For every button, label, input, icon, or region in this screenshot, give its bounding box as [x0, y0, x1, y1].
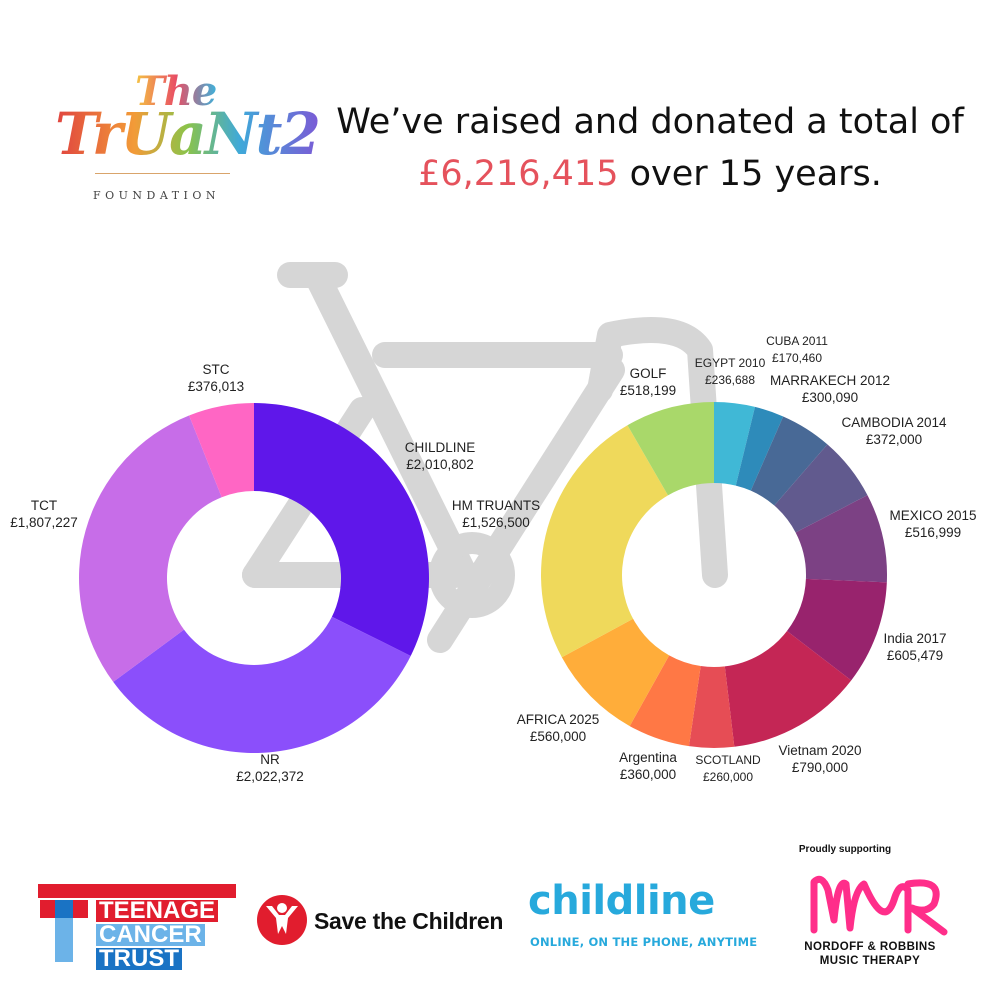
events-label-india-2017-name: India 2017 — [883, 631, 946, 646]
charities-slice-stc — [189, 403, 254, 498]
events-label-scotland-value: £260,000 — [703, 770, 753, 784]
events-label-hm-truants-value: £1,526,500 — [462, 515, 530, 530]
events-slice-argentina — [629, 655, 701, 747]
events-slice-cambodia-2014 — [774, 444, 868, 533]
headline-amount: £6,216,415 — [418, 154, 619, 194]
tct-word-2: CANCER — [96, 923, 205, 947]
charities-slice-childline — [254, 403, 429, 656]
events-slice-india-2017 — [786, 578, 887, 681]
nr-name-line1: NORDOFF & ROBBINS — [804, 941, 936, 953]
tct-word-1: TEENAGE — [96, 899, 219, 923]
logo-foundation-text: FOUNDATION — [93, 189, 221, 202]
bike-rear-stay — [427, 357, 625, 653]
events-label-africa-2025-name: AFRICA 2025 — [517, 712, 600, 727]
teenage-cancer-trust-logo: TEENAGE CANCER TRUST — [38, 884, 238, 971]
headline-line2: £6,216,415 over 15 years. — [300, 148, 1000, 200]
donation-charts: CHILDLINE £2,010,802 NR £2,022,372 TCT £1,807… — [10, 262, 977, 784]
events-slice-hm-truants — [541, 425, 668, 658]
events-label-golf-value: £518,199 — [620, 383, 676, 398]
events-label-egypt-2010-value: £236,688 — [705, 373, 755, 387]
events-slice-egypt-2010 — [714, 402, 755, 486]
events-slice-marrakech-2012 — [750, 416, 828, 506]
events-label-vietnam-2020-name: Vietnam 2020 — [778, 743, 861, 758]
charities-label-nr-name: NR — [260, 752, 280, 767]
childline-logo: childline ONLINE, ON THE PHONE, ANYTIME — [528, 878, 788, 958]
headline: We’ve raised and donated a total of £6,2… — [300, 96, 1000, 200]
events-slice-cuba-2011 — [735, 406, 784, 491]
bike-crank — [429, 532, 515, 618]
tct-red-bar — [38, 884, 236, 898]
logo-the-text: The — [135, 68, 217, 115]
events-label-marrakech-2012-value: £300,090 — [802, 390, 858, 405]
events-label-africa-2025-value: £560,000 — [530, 729, 586, 744]
chart-labels: CHILDLINE £2,010,802 NR £2,022,372 TCT £1,807… — [10, 334, 976, 784]
nr-name-line2: MUSIC THERAPY — [819, 955, 921, 967]
tct-t-mark-icon — [40, 900, 88, 962]
events-label-cambodia-2014-name: CAMBODIA 2014 — [841, 415, 947, 430]
events-label-argentina-name: Argentina — [619, 750, 677, 765]
events-slice-scotland — [688, 666, 735, 748]
events-label-mexico-2015-name: MEXICO 2015 — [889, 508, 976, 523]
events-label-argentina-value: £360,000 — [620, 767, 676, 782]
events-slice-golf — [627, 402, 714, 496]
bike-fork — [587, 317, 728, 588]
events-label-vietnam-2020-value: £790,000 — [792, 760, 848, 775]
events-slice-mexico-2015 — [795, 495, 887, 583]
nordoff-robbins-logo: Proudly supporting NORDOFF & ROBBINS MUS… — [780, 840, 980, 980]
tct-word-3: TRUST — [96, 947, 182, 971]
events-label-cuba-2011-name: CUBA 2011 — [766, 334, 828, 348]
childline-tagline: ONLINE, ON THE PHONE, ANYTIME — [530, 935, 758, 949]
events-label-scotland-name: SCOTLAND — [695, 753, 761, 767]
events-label-marrakech-2012-name: MARRAKECH 2012 — [770, 373, 890, 388]
events-label-mexico-2015-value: £516,999 — [905, 525, 961, 540]
events-label-india-2017-value: £605,479 — [887, 648, 943, 663]
charities-slice-nr — [113, 616, 411, 753]
charities-label-tct-name: TCT — [31, 498, 57, 513]
events-label-cuba-2011-value: £170,460 — [772, 351, 822, 365]
charities-label-nr-value: £2,022,372 — [236, 769, 304, 784]
logo-divider — [95, 173, 230, 174]
charities-label-stc-name: STC — [203, 362, 230, 377]
bike-seat-tube — [305, 265, 478, 588]
logo-truants-text: TrUaNt2 — [55, 100, 321, 168]
events-label-golf-name: GOLF — [630, 366, 667, 381]
childline-name: childline — [528, 878, 715, 924]
events-donut-chart — [541, 402, 887, 748]
nordoff-robbins-mark-icon — [810, 875, 948, 936]
events-label-cambodia-2014-value: £372,000 — [866, 432, 922, 447]
charities-label-tct-value: £1,807,227 — [10, 515, 78, 530]
charities-slice-tct — [78, 415, 222, 682]
save-the-children-name: Save the Children — [314, 908, 504, 934]
events-slice-africa-2025 — [561, 618, 670, 727]
charities-label-stc-value: £376,013 — [188, 379, 244, 394]
events-label-hm-truants-name: HM TRUANTS — [452, 498, 540, 513]
nr-proudly-supporting: Proudly supporting — [798, 844, 892, 855]
headline-line1: We’ve raised and donated a total of — [336, 102, 964, 142]
nordoff-robbins-name: NORDOFF & ROBBINS MUSIC THERAPY — [780, 940, 960, 968]
partner-logos: TEENAGE CANCER TRUST Save the Children c… — [0, 840, 1000, 1000]
truants-foundation-logo: The TrUaNt2 FOUNDATION — [45, 60, 321, 220]
charities-label-childline-value: £2,010,802 — [406, 457, 474, 472]
charities-donut-chart — [78, 403, 429, 753]
events-label-egypt-2010-name: EGYPT 2010 — [695, 356, 766, 370]
save-the-children-icon — [257, 895, 307, 945]
bicycle-frame-decoration — [242, 262, 728, 653]
charities-label-childline-name: CHILDLINE — [405, 440, 476, 455]
headline-line2-rest: over 15 years. — [618, 154, 882, 194]
save-the-children-logo: Save the Children — [256, 894, 526, 954]
events-slice-vietnam-2020 — [724, 631, 852, 747]
